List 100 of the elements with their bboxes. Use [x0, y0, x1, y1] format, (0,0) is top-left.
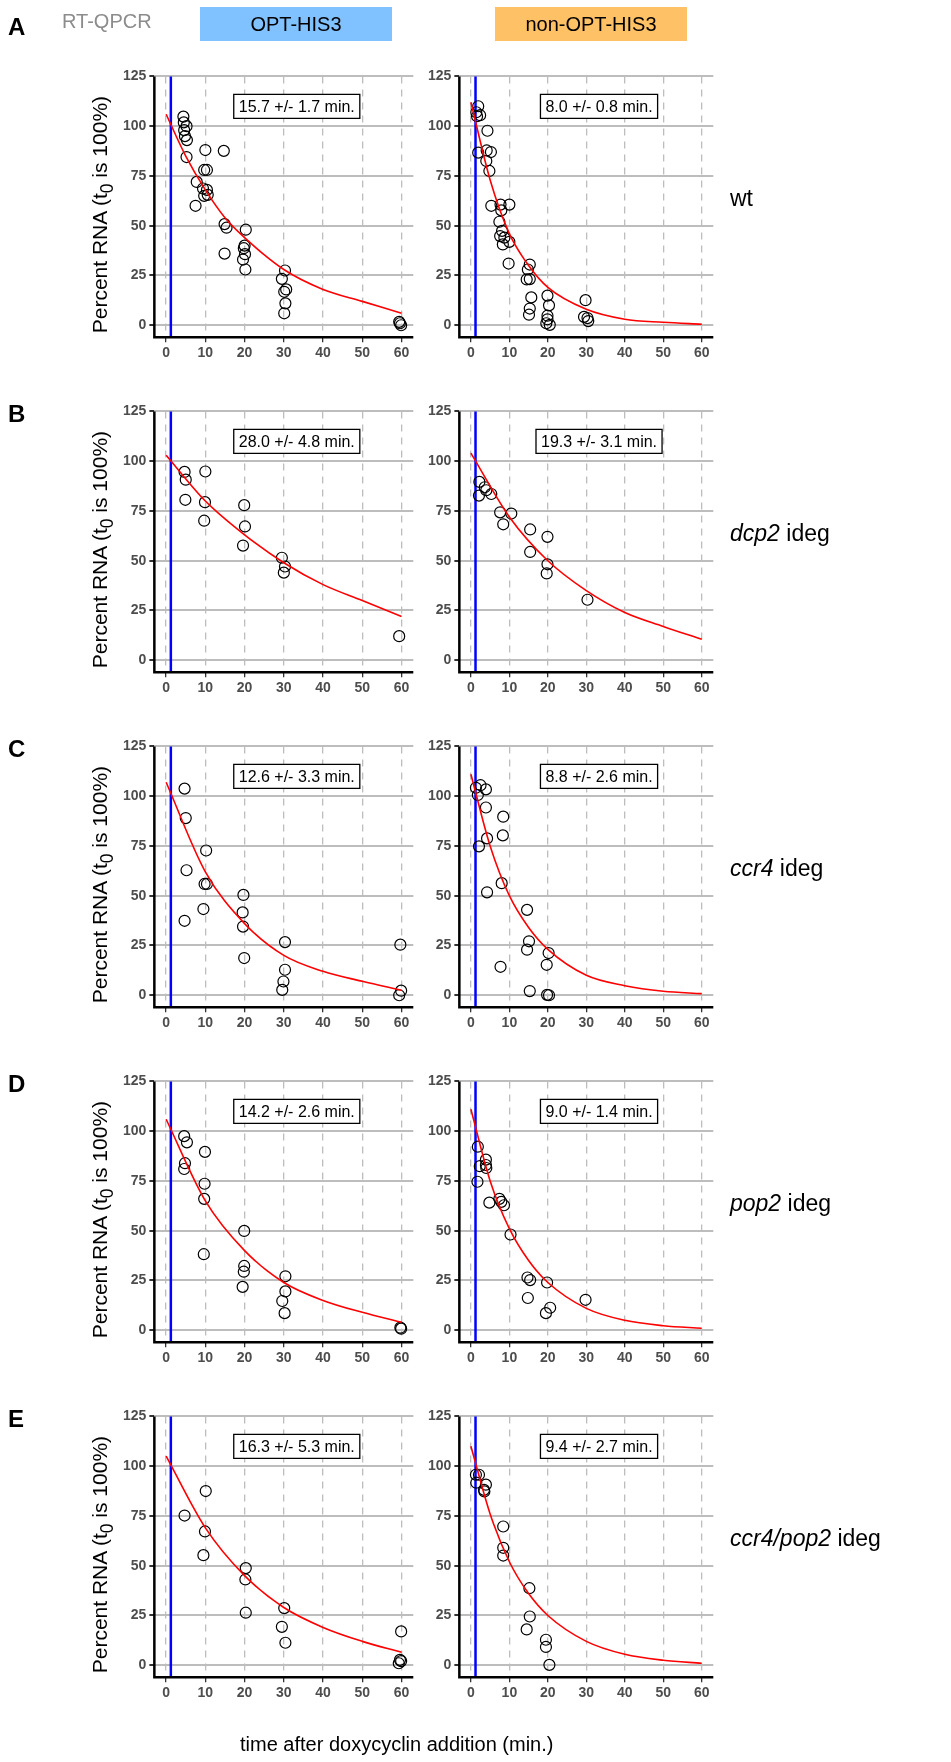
x-tick-label: 30 — [578, 1014, 595, 1031]
point — [199, 465, 212, 478]
point — [217, 144, 230, 157]
annotation: 15.7 +/- 1.7 min. — [238, 97, 355, 115]
x-tick-label: 0 — [162, 1684, 171, 1701]
point — [277, 975, 290, 988]
point — [393, 630, 406, 643]
point — [479, 783, 493, 796]
point — [497, 518, 510, 531]
point — [198, 1145, 212, 1158]
point — [180, 150, 193, 164]
point — [495, 224, 509, 237]
y-tick-label: 75 — [435, 1506, 452, 1523]
x-tick-label: 40 — [315, 1014, 332, 1031]
x-tick-label: 50 — [354, 1684, 371, 1701]
x-tick-label: 30 — [276, 1014, 292, 1031]
point — [180, 134, 194, 147]
x-tick-label: 0 — [467, 1684, 475, 1701]
point — [278, 936, 292, 949]
point — [198, 496, 212, 509]
y-tick-label: 100 — [428, 1457, 452, 1474]
x-tick-label: 20 — [540, 679, 556, 696]
x-tick-label: 0 — [162, 1014, 171, 1031]
point — [543, 1658, 556, 1671]
point — [238, 1259, 251, 1273]
annotation: 14.2 +/- 2.6 min. — [238, 1102, 355, 1120]
point — [197, 902, 210, 916]
x-tick-label: 40 — [617, 1349, 633, 1366]
y-tick-label: 100 — [123, 1122, 147, 1139]
point — [276, 983, 289, 996]
y-tick-label: 25 — [435, 936, 452, 953]
point — [236, 539, 250, 552]
x-tick-label: 50 — [354, 1349, 371, 1366]
y-tick-label: 125 — [123, 737, 147, 754]
point — [540, 567, 553, 580]
point — [278, 560, 292, 573]
point — [239, 223, 252, 236]
y-tick-label: 125 — [123, 1407, 147, 1424]
point — [480, 144, 493, 157]
y-tick-label: 50 — [435, 886, 452, 903]
y-tick-label: 25 — [435, 1606, 452, 1623]
x-tick-label: 10 — [197, 1014, 214, 1031]
point — [523, 258, 536, 271]
y-tick-label: 25 — [435, 266, 452, 283]
y-tick-label: 125 — [428, 737, 452, 754]
x-tick-label: 40 — [617, 1684, 633, 1701]
point — [236, 920, 250, 933]
y-tick-label: 125 — [123, 1072, 147, 1089]
text: E — [8, 1405, 25, 1433]
point — [539, 1640, 553, 1654]
y-tick-label: 25 — [130, 601, 147, 618]
y-tick-label: 100 — [428, 1122, 452, 1139]
x-axis-title: time after doxycyclin addition (min.) — [240, 1733, 554, 1756]
point — [199, 143, 212, 157]
point — [522, 308, 536, 321]
point — [179, 811, 192, 825]
point — [494, 229, 507, 243]
x-tick-label: 30 — [578, 344, 595, 361]
point — [469, 1468, 482, 1481]
point — [179, 493, 192, 506]
x-tick-label: 60 — [393, 344, 410, 361]
point — [472, 840, 486, 853]
point — [504, 1228, 517, 1241]
x-tick-label: 40 — [617, 1014, 633, 1031]
x-tick-label: 50 — [655, 344, 672, 361]
annotation: 9.0 +/- 1.4 min. — [545, 1102, 653, 1120]
x-tick-label: 0 — [467, 344, 475, 361]
point — [480, 832, 494, 845]
point — [179, 473, 192, 486]
point — [393, 989, 406, 1002]
point — [199, 1484, 212, 1498]
y-tick-label: 0 — [443, 316, 452, 333]
point — [505, 507, 518, 520]
x-tick-label: 30 — [276, 679, 292, 696]
x-tick-label: 30 — [276, 1349, 292, 1366]
y-tick-label: 100 — [428, 787, 452, 804]
point — [471, 788, 484, 802]
y-tick-label: 125 — [428, 67, 452, 84]
x-tick-label: 30 — [276, 344, 292, 361]
y-tick-label: 50 — [435, 1221, 452, 1238]
point — [395, 1625, 408, 1638]
x-tick-label: 0 — [162, 1349, 171, 1366]
y-tick-label: 75 — [435, 501, 452, 518]
annotation: 8.0 +/- 0.8 min. — [545, 97, 653, 115]
point — [239, 1573, 252, 1586]
x-tick-label: 30 — [578, 679, 595, 696]
point — [494, 960, 507, 973]
point — [472, 1468, 486, 1481]
point — [278, 963, 292, 976]
point — [238, 248, 252, 261]
y-tick-label: 100 — [123, 452, 147, 469]
text: ccr4/pop2 ideg — [730, 1525, 881, 1551]
point — [279, 1636, 292, 1649]
y-tick-label: 0 — [138, 651, 147, 668]
x-tick-label: 0 — [467, 679, 475, 696]
y-tick-label: 125 — [428, 1072, 452, 1089]
point — [278, 1602, 291, 1615]
point — [178, 124, 191, 137]
y-tick-label: 75 — [435, 836, 452, 853]
point — [540, 1276, 554, 1289]
